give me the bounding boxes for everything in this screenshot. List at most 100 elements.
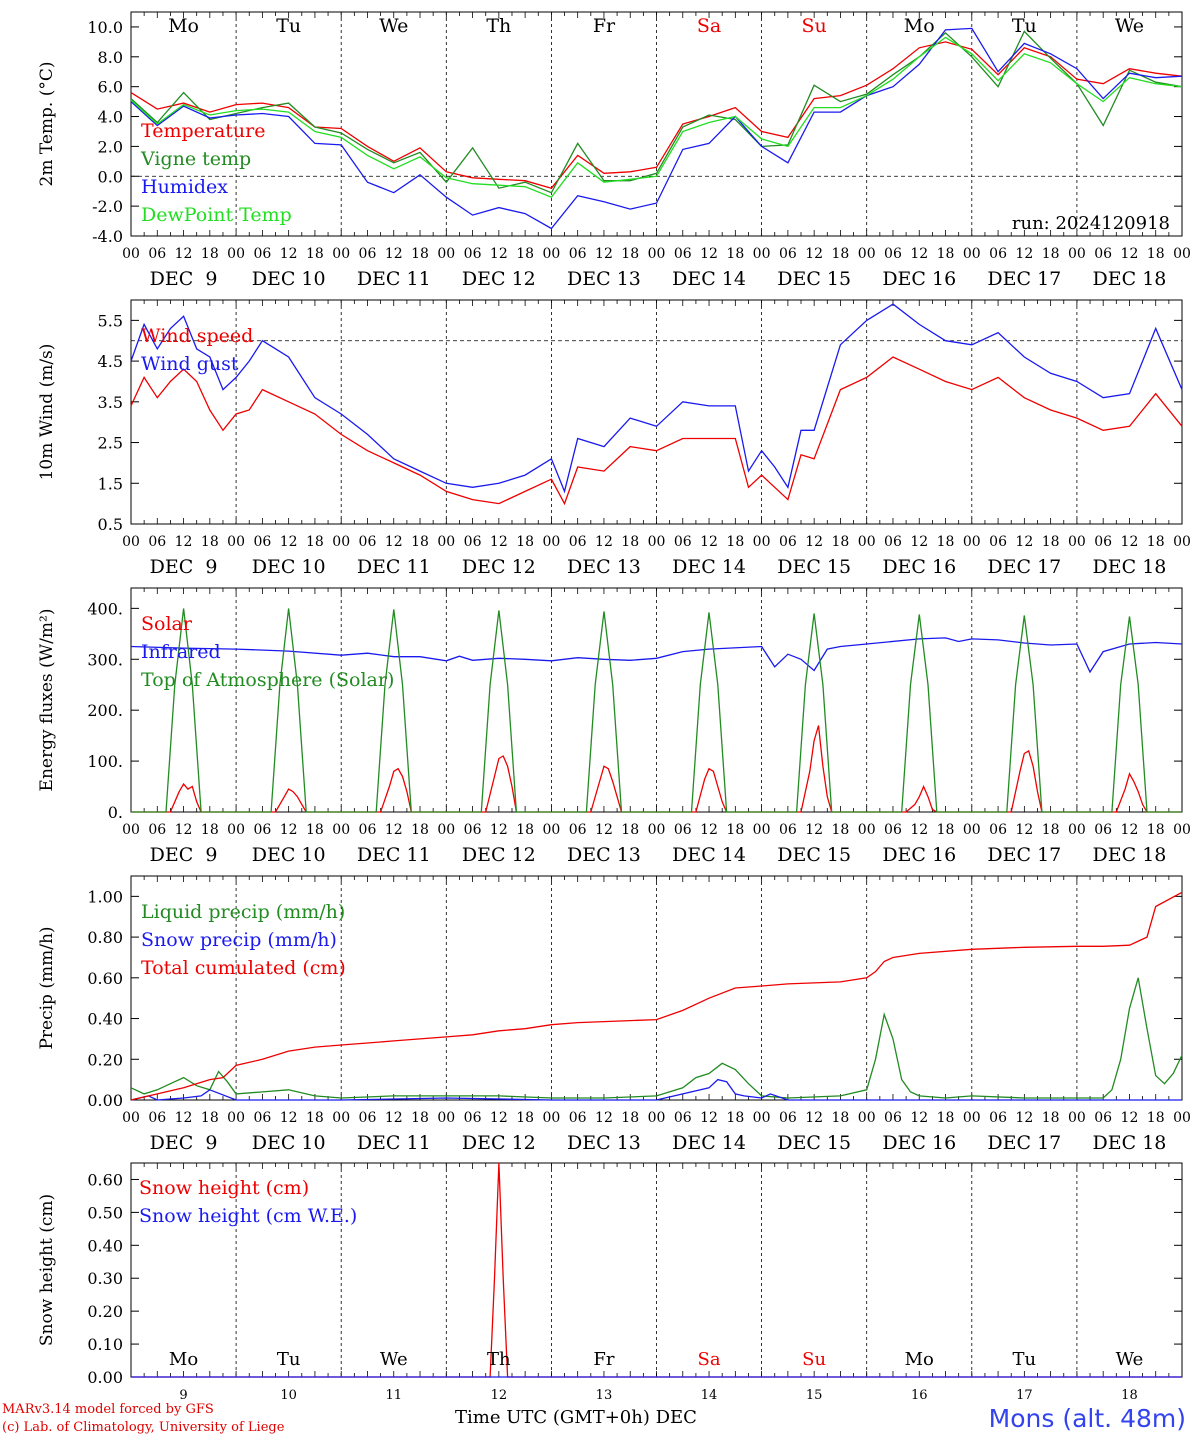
hour-tick-label: 12 (1121, 822, 1139, 838)
date-label: DEC 15 (777, 268, 851, 290)
hour-tick-label: 18 (726, 534, 744, 550)
legend-entry: Wind speed (141, 325, 253, 347)
hour-tick-label: 12 (805, 822, 823, 838)
hour-tick-label: 06 (253, 822, 271, 838)
y-tick-label: 4.5 (98, 352, 123, 371)
date-label: DEC 18 (1093, 844, 1167, 866)
y-tick-label: 100. (87, 752, 123, 771)
hour-tick-label: 12 (490, 1110, 508, 1126)
date-label: DEC 14 (672, 556, 746, 578)
y-axis-label: Precip (mm/h) (37, 926, 57, 1049)
hour-tick-label: 06 (884, 246, 902, 262)
hour-tick-label: 06 (569, 1110, 587, 1126)
hour-tick-label: 12 (1121, 1110, 1139, 1126)
day-number-label: 15 (806, 1388, 823, 1400)
date-label: DEC 13 (567, 1132, 641, 1154)
panel-1: 10.0 8.0 6.0 4.0 2.0 0.0 -2.0 -4.0 2m Temp. (°C)… (37, 11, 1191, 290)
hour-tick-label: 18 (306, 1110, 324, 1126)
hour-tick-label: 18 (201, 822, 219, 838)
hour-tick-label: 00 (227, 246, 245, 262)
hour-tick-label: 12 (490, 246, 508, 262)
hour-tick-label: 06 (569, 822, 587, 838)
hour-tick-label: 00 (122, 534, 140, 550)
date-label: DEC 10 (252, 1132, 326, 1154)
hour-tick-label: 00 (542, 534, 560, 550)
hour-tick-label: 18 (306, 822, 324, 838)
date-label: DEC 14 (672, 1132, 746, 1154)
legend-entry: Solar (141, 613, 193, 635)
hour-tick-label: 00 (1068, 246, 1086, 262)
date-label: DEC 18 (1093, 1132, 1167, 1154)
hour-tick-label: 00 (227, 822, 245, 838)
y-tick-label: 400. (87, 599, 123, 618)
hour-tick-label: 06 (359, 246, 377, 262)
hour-tick-label: 18 (1147, 1110, 1165, 1126)
hour-tick-label: 18 (832, 534, 850, 550)
panel-5: 0.60 0.50 0.40 0.30 0.20 0.10 0.00 Snow height … (37, 1162, 1183, 1403)
plot-frame (130, 299, 1183, 525)
date-label: DEC 11 (357, 268, 431, 290)
hour-tick-label: 18 (411, 822, 429, 838)
y-axis-label: Energy fluxes (W/m²) (37, 609, 57, 792)
y-tick-label: 0.60 (87, 969, 123, 988)
legend-entry: DewPoint Temp (141, 204, 292, 226)
hour-tick-label: 06 (884, 822, 902, 838)
legend-entry: Top of Atmosphere (Solar) (141, 669, 394, 691)
hour-tick-label: 18 (516, 1110, 534, 1126)
series-line-infrared (130, 637, 1183, 674)
hour-tick-label: 06 (569, 246, 587, 262)
hour-tick-label: 12 (490, 534, 508, 550)
date-label: DEC 11 (357, 844, 431, 866)
day-number-label: 17 (1016, 1388, 1033, 1400)
hour-tick-label: 06 (253, 1110, 271, 1126)
hour-tick-label: 06 (148, 246, 166, 262)
legend-entry: Snow height (cm) (139, 1177, 309, 1199)
hour-tick-label: 06 (464, 1110, 482, 1126)
hour-tick-label: 18 (516, 534, 534, 550)
hour-tick-label: 18 (726, 1110, 744, 1126)
hour-tick-label: 12 (385, 822, 403, 838)
hour-tick-label: 12 (1121, 534, 1139, 550)
hour-tick-label: 00 (648, 534, 666, 550)
hour-tick-label: 00 (1173, 1110, 1191, 1126)
hour-tick-label: 18 (1042, 534, 1060, 550)
hour-tick-label: 06 (148, 534, 166, 550)
hour-tick-label: 00 (753, 822, 771, 838)
y-tick-label: 0.20 (87, 1302, 123, 1321)
y-tick-label: 4.0 (98, 108, 123, 127)
hour-tick-label: 18 (937, 534, 955, 550)
hour-tick-label: 00 (648, 246, 666, 262)
weekday-label: Mo (904, 15, 935, 37)
date-label: DEC 9 (150, 844, 218, 866)
hour-tick-label: 00 (1173, 822, 1191, 838)
hour-tick-label: 06 (779, 534, 797, 550)
date-label: DEC 18 (1093, 556, 1167, 578)
hour-tick-label: 12 (595, 822, 613, 838)
hour-tick-label: 18 (726, 822, 744, 838)
date-label: DEC 15 (777, 844, 851, 866)
credit-line-1: MARv3.14 model forced by GFS (2, 1402, 214, 1417)
date-label: DEC 13 (567, 268, 641, 290)
weekday-label: We (1116, 1349, 1144, 1370)
hour-tick-label: 12 (805, 246, 823, 262)
hour-tick-label: 06 (148, 822, 166, 838)
hour-tick-label: 00 (437, 822, 455, 838)
hour-tick-label: 06 (674, 534, 692, 550)
hour-tick-label: 06 (674, 246, 692, 262)
weekday-label: Th (487, 1349, 511, 1370)
y-axis-label: 10m Wind (m/s) (37, 344, 57, 481)
hour-tick-label: 12 (175, 534, 193, 550)
run-annotation: run: 2024120918 (1012, 213, 1170, 234)
hour-tick-label: 00 (1173, 534, 1191, 550)
hour-tick-label: 12 (910, 534, 928, 550)
hour-tick-label: 00 (753, 1110, 771, 1126)
hour-tick-label: 00 (1068, 1110, 1086, 1126)
y-axis-label: 2m Temp. (°C) (37, 61, 57, 186)
date-label: DEC 12 (462, 1132, 536, 1154)
hour-tick-label: 12 (595, 534, 613, 550)
hour-tick-label: 00 (858, 246, 876, 262)
weekday-label: We (380, 1349, 408, 1370)
hour-tick-label: 00 (437, 1110, 455, 1126)
legend-entry: Infrared (141, 641, 221, 663)
y-tick-label: 0. (108, 803, 123, 822)
